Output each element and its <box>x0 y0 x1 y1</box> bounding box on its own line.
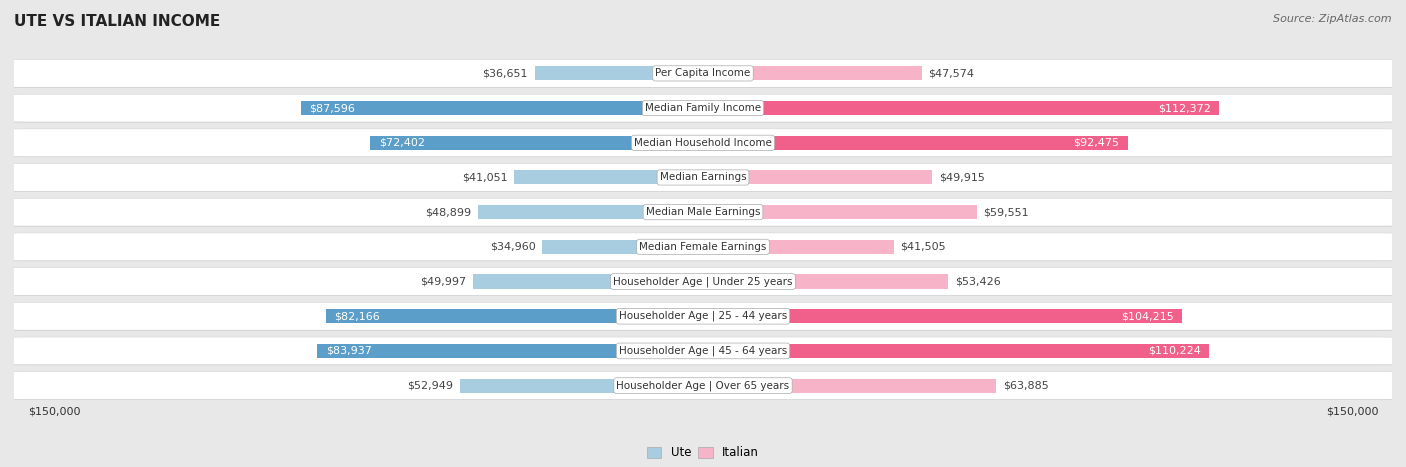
FancyBboxPatch shape <box>11 129 1395 156</box>
Text: Median Earnings: Median Earnings <box>659 172 747 183</box>
Text: $92,475: $92,475 <box>1073 138 1119 148</box>
Text: $150,000: $150,000 <box>28 406 80 416</box>
FancyBboxPatch shape <box>515 170 703 184</box>
FancyBboxPatch shape <box>11 303 1395 331</box>
Text: $52,949: $52,949 <box>406 381 453 390</box>
FancyBboxPatch shape <box>11 268 1395 296</box>
FancyBboxPatch shape <box>11 164 1395 192</box>
Text: $34,960: $34,960 <box>489 242 536 252</box>
Text: Source: ZipAtlas.com: Source: ZipAtlas.com <box>1274 14 1392 24</box>
Text: $36,651: $36,651 <box>482 68 527 78</box>
FancyBboxPatch shape <box>703 101 1219 115</box>
FancyBboxPatch shape <box>11 198 1395 226</box>
FancyBboxPatch shape <box>11 372 1395 399</box>
Text: Householder Age | Over 65 years: Householder Age | Over 65 years <box>616 380 790 391</box>
FancyBboxPatch shape <box>326 309 703 323</box>
FancyBboxPatch shape <box>370 136 703 150</box>
Legend: Ute, Italian: Ute, Italian <box>645 444 761 462</box>
FancyBboxPatch shape <box>11 94 1395 122</box>
Text: Median Female Earnings: Median Female Earnings <box>640 242 766 252</box>
Text: $41,505: $41,505 <box>900 242 946 252</box>
Text: $83,937: $83,937 <box>326 346 371 356</box>
FancyBboxPatch shape <box>703 205 977 219</box>
FancyBboxPatch shape <box>543 240 703 254</box>
FancyBboxPatch shape <box>11 268 1395 296</box>
Text: $150,000: $150,000 <box>1326 406 1378 416</box>
FancyBboxPatch shape <box>11 233 1395 261</box>
Text: Householder Age | 25 - 44 years: Householder Age | 25 - 44 years <box>619 311 787 321</box>
FancyBboxPatch shape <box>460 379 703 393</box>
FancyBboxPatch shape <box>11 163 1395 191</box>
FancyBboxPatch shape <box>703 379 997 393</box>
FancyBboxPatch shape <box>11 59 1395 87</box>
Text: $110,224: $110,224 <box>1149 346 1201 356</box>
FancyBboxPatch shape <box>703 309 1181 323</box>
FancyBboxPatch shape <box>11 95 1395 122</box>
Text: $72,402: $72,402 <box>378 138 425 148</box>
FancyBboxPatch shape <box>11 129 1395 157</box>
Text: $59,551: $59,551 <box>983 207 1029 217</box>
FancyBboxPatch shape <box>703 275 949 289</box>
FancyBboxPatch shape <box>11 60 1395 88</box>
Text: $63,885: $63,885 <box>1004 381 1049 390</box>
FancyBboxPatch shape <box>11 302 1395 330</box>
FancyBboxPatch shape <box>301 101 703 115</box>
FancyBboxPatch shape <box>11 337 1395 365</box>
FancyBboxPatch shape <box>11 338 1395 365</box>
FancyBboxPatch shape <box>11 372 1395 400</box>
FancyBboxPatch shape <box>703 170 932 184</box>
Text: Median Male Earnings: Median Male Earnings <box>645 207 761 217</box>
Text: Median Family Income: Median Family Income <box>645 103 761 113</box>
Text: UTE VS ITALIAN INCOME: UTE VS ITALIAN INCOME <box>14 14 221 29</box>
FancyBboxPatch shape <box>703 136 1128 150</box>
Text: $49,997: $49,997 <box>420 276 467 287</box>
FancyBboxPatch shape <box>474 275 703 289</box>
Text: $41,051: $41,051 <box>463 172 508 183</box>
FancyBboxPatch shape <box>703 66 921 80</box>
FancyBboxPatch shape <box>703 240 894 254</box>
Text: Householder Age | Under 25 years: Householder Age | Under 25 years <box>613 276 793 287</box>
Text: $87,596: $87,596 <box>309 103 354 113</box>
Text: $112,372: $112,372 <box>1159 103 1211 113</box>
Text: Median Household Income: Median Household Income <box>634 138 772 148</box>
FancyBboxPatch shape <box>534 66 703 80</box>
FancyBboxPatch shape <box>478 205 703 219</box>
FancyBboxPatch shape <box>703 344 1209 358</box>
Text: $82,166: $82,166 <box>333 311 380 321</box>
Text: $48,899: $48,899 <box>426 207 471 217</box>
Text: $53,426: $53,426 <box>955 276 1001 287</box>
FancyBboxPatch shape <box>11 234 1395 261</box>
FancyBboxPatch shape <box>11 198 1395 226</box>
Text: Householder Age | 45 - 64 years: Householder Age | 45 - 64 years <box>619 346 787 356</box>
Text: $47,574: $47,574 <box>928 68 974 78</box>
Text: Per Capita Income: Per Capita Income <box>655 68 751 78</box>
Text: $49,915: $49,915 <box>939 172 986 183</box>
FancyBboxPatch shape <box>318 344 703 358</box>
Text: $104,215: $104,215 <box>1121 311 1174 321</box>
